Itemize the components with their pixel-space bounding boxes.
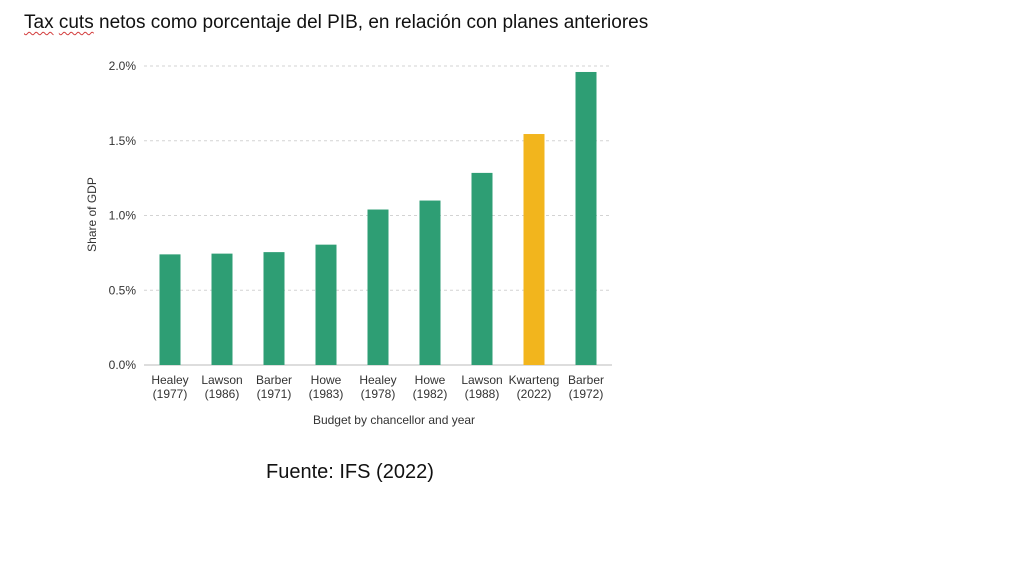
x-tick-label-year: (1986) (205, 387, 240, 401)
x-tick-label-year: (1978) (361, 387, 396, 401)
title-word-tax: Tax (24, 12, 54, 33)
bar (575, 71, 597, 365)
bar (211, 253, 233, 365)
x-tick-label-name: Barber (256, 373, 292, 387)
y-tick-label: 0.0% (109, 358, 137, 372)
title-text: netos como porcentaje del PIB, en relaci… (93, 12, 649, 33)
x-tick-label-name: Kwarteng (509, 373, 560, 387)
x-tick-label-name: Healey (359, 373, 396, 387)
bar (419, 200, 441, 365)
source-note: Fuente: IFS (2022) (266, 461, 434, 483)
bar (159, 254, 181, 365)
title-word-cuts: cuts (58, 12, 94, 33)
x-tick-label-name: Barber (568, 373, 604, 387)
x-tick-label-name: Lawson (201, 373, 242, 387)
x-axis-title: Budget by chancellor and year (313, 413, 475, 427)
y-axis-ticks: 0.0% 0.5% 1.0% 1.5% 2.0% (109, 59, 137, 372)
bar (263, 252, 285, 365)
x-tick-label-name: Lawson (461, 373, 502, 387)
bar (367, 209, 389, 365)
x-tick-label-name: Howe (415, 373, 446, 387)
bar (523, 134, 545, 365)
x-tick-label-year: (2022) (517, 387, 552, 401)
y-tick-label: 1.5% (109, 134, 137, 148)
slide-title: Tax cuts netos como porcentaje del PIB, … (24, 12, 648, 34)
x-tick-label-name: Healey (151, 373, 188, 387)
x-tick-label-year: (1982) (413, 387, 448, 401)
x-tick-label-year: (1977) (153, 387, 188, 401)
y-axis-title: Share of GDP (85, 177, 99, 252)
y-tick-label: 2.0% (109, 59, 137, 73)
y-tick-label: 0.5% (109, 283, 137, 297)
x-tick-label-year: (1988) (465, 387, 500, 401)
bar (315, 244, 337, 365)
bars (159, 71, 597, 365)
x-tick-label-year: (1971) (257, 387, 292, 401)
x-tick-label-name: Howe (311, 373, 342, 387)
y-tick-label: 1.0% (109, 209, 137, 223)
bar (471, 172, 493, 365)
x-tick-label-year: (1983) (309, 387, 344, 401)
x-axis-ticks: Healey(1977)Lawson(1986)Barber(1971)Howe… (151, 373, 604, 401)
x-tick-label-year: (1972) (569, 387, 604, 401)
